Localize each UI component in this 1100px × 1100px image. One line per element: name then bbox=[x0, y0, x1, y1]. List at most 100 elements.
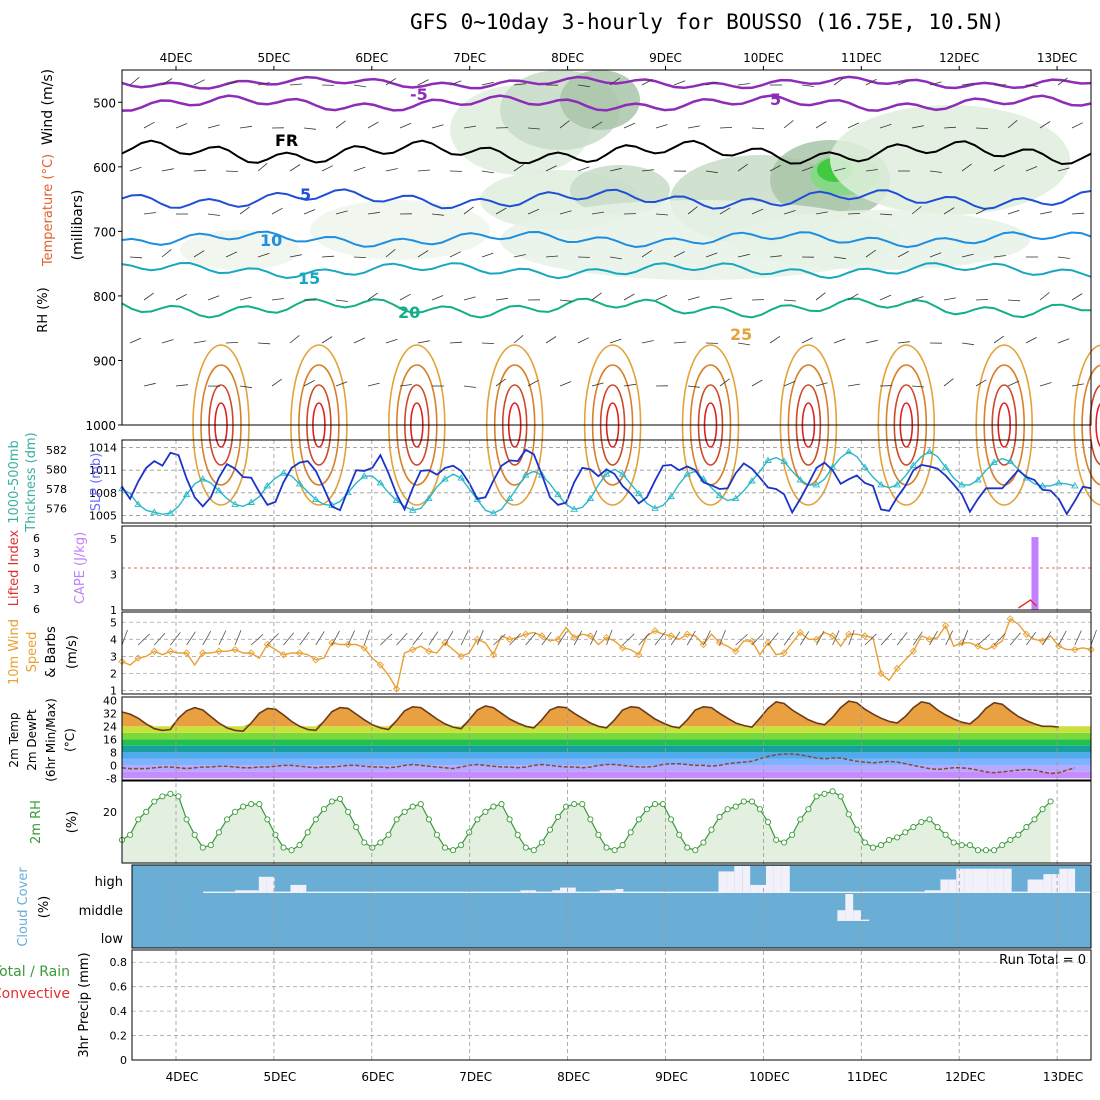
wind-barb bbox=[847, 213, 861, 215]
wind-barb bbox=[609, 256, 622, 260]
isotherm-line bbox=[121, 297, 1092, 319]
wind-barb bbox=[975, 127, 989, 129]
wind-barb bbox=[833, 338, 846, 344]
wind-barb bbox=[801, 84, 814, 87]
wind-barb bbox=[545, 165, 557, 172]
wind-barb bbox=[321, 165, 333, 172]
cloud-bar bbox=[845, 894, 854, 921]
thickness-marker bbox=[667, 492, 675, 500]
wind-barb bbox=[880, 632, 893, 646]
wind-barb bbox=[175, 123, 188, 129]
wind-barb bbox=[719, 630, 726, 646]
day-label-top: 4DEC bbox=[160, 51, 193, 65]
rh-marker bbox=[353, 824, 360, 831]
wind-barb bbox=[623, 383, 636, 387]
wind-speed-marker bbox=[134, 654, 142, 662]
axis-label: 10m Wind bbox=[7, 619, 22, 685]
wind-barb bbox=[463, 125, 476, 129]
wind-tick: 4 bbox=[110, 633, 117, 646]
rh-marker bbox=[135, 816, 142, 823]
rh-marker bbox=[821, 790, 828, 797]
cloud-bar bbox=[591, 891, 600, 893]
rh-marker bbox=[199, 844, 206, 851]
temp-fill bbox=[122, 701, 1091, 727]
wind-barb bbox=[1009, 632, 1021, 646]
thickness-marker bbox=[408, 506, 417, 513]
cloud-bar bbox=[710, 891, 719, 893]
rh-marker bbox=[336, 795, 344, 802]
rh-marker bbox=[958, 842, 965, 849]
wind-speed-marker bbox=[247, 649, 255, 657]
cloud-bar bbox=[504, 891, 513, 893]
cloud-bar bbox=[330, 891, 338, 893]
cloud-bar bbox=[472, 891, 481, 893]
temp-tick: 40 bbox=[103, 694, 117, 707]
cloud-bar bbox=[385, 891, 394, 893]
cloud-bar bbox=[829, 891, 838, 893]
wind-barb bbox=[527, 208, 540, 215]
wind-barb bbox=[1039, 211, 1052, 215]
wind-speed-marker bbox=[619, 644, 627, 652]
rh-marker bbox=[264, 816, 271, 823]
cloud-bar bbox=[306, 891, 315, 893]
wind-barb bbox=[493, 634, 506, 646]
rh-marker bbox=[546, 826, 554, 833]
cloud-bar bbox=[496, 891, 505, 893]
wind-barb bbox=[1025, 84, 1038, 87]
cloud-bar bbox=[972, 868, 980, 893]
rh-marker bbox=[773, 836, 780, 843]
thickness-marker bbox=[570, 505, 578, 512]
rh-marker bbox=[764, 818, 772, 826]
wind-barb bbox=[896, 632, 908, 646]
cloud-bar bbox=[988, 868, 996, 893]
temp-line bbox=[121, 700, 1059, 733]
wind-speed-marker bbox=[877, 669, 885, 678]
rh-marker bbox=[522, 844, 529, 851]
wind-barb bbox=[929, 252, 942, 258]
wind-barb bbox=[961, 630, 969, 646]
wind-barb bbox=[673, 341, 687, 344]
axis-label: (%) bbox=[37, 896, 52, 919]
cloud-bar bbox=[1091, 891, 1099, 893]
cloud-bar bbox=[940, 879, 949, 893]
lifted-tick: 6 bbox=[33, 603, 40, 616]
rh-marker bbox=[579, 801, 586, 808]
wind-barb bbox=[577, 337, 589, 344]
wind-barb bbox=[193, 340, 206, 344]
wind-barb bbox=[513, 334, 524, 344]
cloud-bar bbox=[377, 891, 386, 893]
axis-label: Thickness (dm) bbox=[24, 432, 39, 532]
slp-tick: 1011 bbox=[89, 464, 117, 477]
rh-marker bbox=[716, 813, 723, 820]
rh-fill bbox=[122, 791, 1051, 863]
cloud-bar bbox=[1075, 891, 1083, 893]
wind-barb bbox=[705, 170, 718, 174]
cloud-bar bbox=[861, 919, 870, 921]
wind-barb bbox=[225, 170, 239, 172]
wind-barb bbox=[1057, 256, 1070, 259]
wind-barb bbox=[865, 339, 878, 344]
wind-speed-marker bbox=[1071, 645, 1079, 654]
wind-barb bbox=[865, 78, 877, 86]
cloud-bar bbox=[758, 884, 766, 893]
rh-marker bbox=[748, 798, 755, 805]
wind-barb bbox=[993, 255, 1006, 258]
rh-marker bbox=[982, 847, 990, 854]
cloud-bar bbox=[417, 891, 426, 893]
wind-barb bbox=[143, 292, 155, 301]
rh-marker bbox=[724, 806, 731, 813]
cloud-bar bbox=[536, 891, 545, 893]
cloud-bar bbox=[702, 891, 711, 893]
wind-barb bbox=[1025, 166, 1038, 172]
cloud-bar bbox=[734, 866, 743, 893]
day-label-top: 5DEC bbox=[257, 51, 290, 65]
rh-marker bbox=[288, 847, 295, 854]
wind-barb bbox=[943, 378, 954, 387]
wind-barb bbox=[1071, 212, 1085, 215]
wind-barb bbox=[137, 633, 150, 646]
rh-marker bbox=[877, 842, 885, 849]
wind-barb bbox=[417, 340, 430, 344]
wind-barb bbox=[449, 341, 463, 344]
cloud-bar bbox=[766, 866, 774, 893]
wind-barb bbox=[289, 164, 301, 172]
